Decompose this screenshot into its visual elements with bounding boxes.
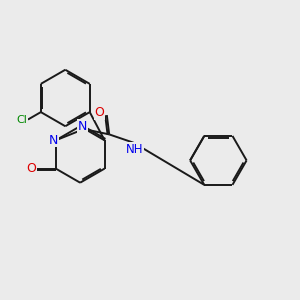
Text: N: N	[49, 134, 58, 147]
Text: Cl: Cl	[16, 115, 28, 124]
Text: NH: NH	[125, 143, 143, 156]
Text: N: N	[78, 120, 87, 133]
Text: O: O	[26, 162, 36, 175]
Text: O: O	[94, 106, 104, 119]
